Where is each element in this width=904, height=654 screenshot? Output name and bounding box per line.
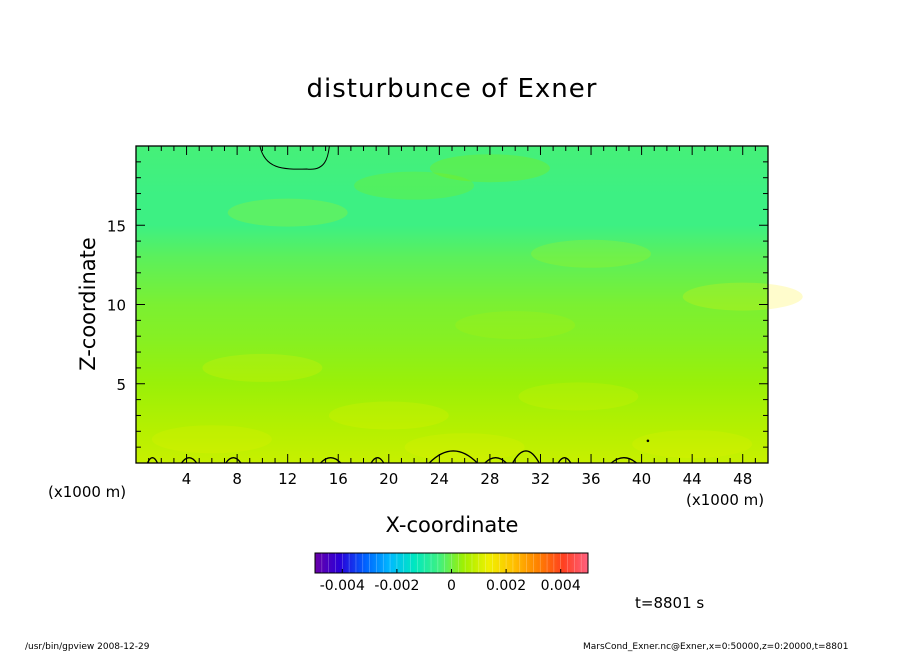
x-tick-label: 16 [329,470,348,488]
y-tick-label: 5 [116,376,126,394]
colorbar-tick-label: 0.002 [486,578,526,594]
contour-line-surface [370,457,385,464]
x-tick-label: 12 [278,470,297,488]
colorbar [315,553,588,573]
x-tick-label: 4 [182,470,192,488]
x-tick-label: 48 [733,470,752,488]
colorbar-tick-label: -0.004 [320,578,365,594]
contour-line-surface [484,457,507,464]
x-tick-label: 36 [581,470,600,488]
x-axis-label: X-coordinate [385,513,519,537]
contour-line-surface [180,457,198,464]
contour-line-surface [557,457,572,464]
colorbar-tick-label: 0 [447,578,456,594]
footer-source: MarsCond_Exner.nc@Exner,x=0:50000,z=0:20… [583,642,849,652]
x-tick-label: 32 [531,470,550,488]
field-shade-blob [632,429,753,458]
field-shade-blob [151,425,272,454]
contour-line-surface [225,457,242,464]
contour-line-surface [428,450,478,464]
contour-dot [646,439,650,443]
field-shade-blob [354,171,475,200]
field-shade-blob [429,154,550,183]
contour-line-surface [610,457,637,464]
x-tick-label: 8 [232,470,242,488]
colorbar-tick-label: -0.002 [374,578,419,594]
y-axis-unit: (x1000 m) [48,483,127,501]
field-shade-blob [518,382,639,411]
x-tick-label: 28 [480,470,499,488]
contour-line-top [259,145,330,170]
x-tick-label: 44 [683,470,702,488]
y-tick-label: 15 [107,217,126,235]
field-shade-blob [328,401,449,430]
contour-line-surface [320,457,342,464]
chart-title: disturbunce of Exner [306,74,598,104]
x-tick-label: 40 [632,470,651,488]
x-tick-label: 24 [430,470,449,488]
footer-program: /usr/bin/gpview 2008-12-29 [25,642,150,652]
x-tick-label: 20 [379,470,398,488]
field-shade-blob [404,433,525,462]
y-axis-label: Z-coordinate [76,237,100,371]
colorbar-tick-label: 0.004 [541,578,581,594]
field-shade-blob [455,311,576,340]
field-shade-blob [202,353,323,382]
field-shade-blob [227,198,348,227]
exner-field [136,146,768,463]
x-axis-unit: (x1000 m) [686,491,765,509]
y-tick-label: 10 [107,297,126,315]
time-label: t=8801 s [635,594,705,612]
field-shade-blob [531,239,652,268]
field-shade-blob [682,282,803,311]
